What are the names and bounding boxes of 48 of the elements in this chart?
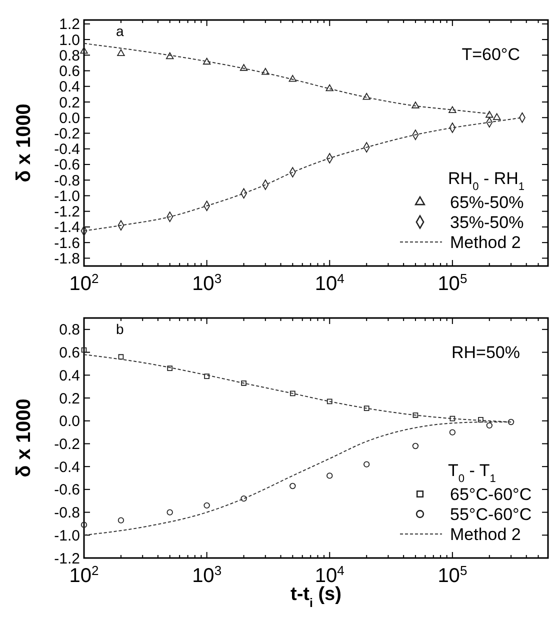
y-tick-label: -0.6: [54, 156, 80, 174]
annotation: RH=50%: [451, 343, 520, 362]
annotation: b: [116, 321, 124, 337]
y-tick-label: 0.2: [59, 94, 80, 112]
y-tick-label: 1.2: [59, 16, 80, 34]
x-tick-label: 10$^{4}$: [314, 270, 344, 295]
y-tick-label: -1.2: [54, 204, 80, 221]
annotation: T=60°C: [462, 45, 520, 64]
y-tick-label: -0.8: [54, 504, 80, 522]
y-axis-title: δ x 1000: [13, 398, 35, 478]
x-tick-label: 10$^{5}$: [438, 562, 468, 587]
y-tick-label: 0.6: [59, 344, 80, 362]
y-tick-label: 0.0: [59, 110, 80, 127]
y-tick-label: -0.6: [54, 482, 80, 499]
x-tick-label: 10$^{5}$: [438, 270, 468, 295]
legend-label: 65°C-60°C: [450, 484, 532, 504]
x-axis-title: t-t$_{i}$ (s): [290, 584, 342, 610]
legend-label: 65%-50%: [450, 192, 524, 212]
y-tick-label: 0.8: [59, 47, 80, 64]
legend-title: RH$_{0}$ - RH$_{1}$: [448, 169, 525, 193]
legend-title: T$_{0}$ - T$_{1}$: [448, 461, 496, 485]
legend-label: Method 2: [450, 232, 521, 252]
y-tick-label: -0.8: [54, 172, 80, 190]
annotation: a: [116, 23, 124, 39]
legend-label: 35%-50%: [450, 212, 524, 232]
y-tick-label: 0.8: [59, 322, 80, 339]
y-tick-label: -0.2: [54, 436, 80, 453]
y-tick-label: -1.8: [54, 250, 80, 268]
y-tick-label: -0.2: [54, 125, 80, 142]
y-tick-label: 0.2: [59, 390, 80, 408]
y-axis-title: δ x 1000: [13, 104, 35, 182]
y-tick-label: 0.4: [59, 367, 80, 384]
y-tick-label: -1.4: [54, 219, 80, 236]
y-tick-label: 0.6: [59, 63, 80, 80]
y-tick-label: 0.0: [59, 413, 80, 430]
x-tick-label: 10$^{2}$: [69, 270, 99, 295]
legend-label: Method 2: [450, 524, 521, 544]
x-tick-label: 10$^{3}$: [192, 562, 222, 587]
y-tick-label: -0.4: [54, 141, 80, 158]
legend-label: 55°C-60°C: [450, 504, 532, 524]
y-tick-label: -1.6: [54, 234, 80, 252]
y-tick-label: 0.4: [59, 78, 80, 96]
x-tick-label: 10$^{3}$: [192, 270, 222, 295]
y-tick-label: -1.0: [54, 527, 80, 544]
y-tick-label: 1.0: [59, 32, 80, 49]
y-tick-label: -0.4: [54, 458, 80, 476]
y-tick-label: -1.0: [54, 188, 80, 205]
x-tick-label: 10$^{4}$: [314, 562, 344, 587]
